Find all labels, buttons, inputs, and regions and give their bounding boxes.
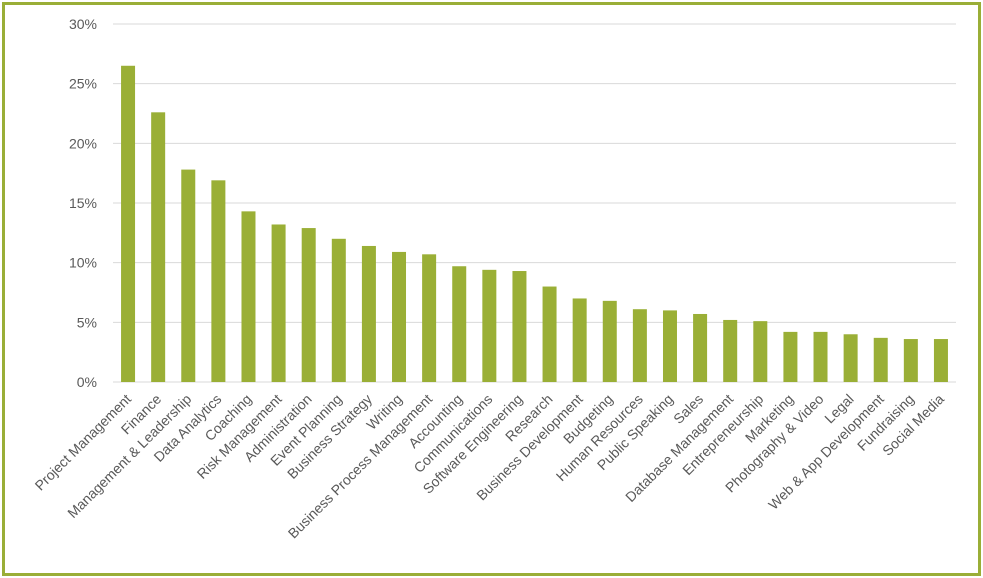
bar <box>392 251 407 382</box>
y-tick-label: 20% <box>69 135 97 151</box>
bar <box>482 269 497 382</box>
bar <box>121 65 136 383</box>
bar <box>813 331 828 382</box>
bar <box>693 313 708 382</box>
bar <box>662 310 677 382</box>
bar <box>361 245 376 382</box>
bar <box>422 254 437 382</box>
bar <box>542 286 557 382</box>
bar <box>783 331 798 382</box>
bar <box>632 309 647 382</box>
bar <box>301 228 316 382</box>
y-tick-label: 10% <box>69 255 97 271</box>
y-tick-label: 5% <box>77 314 97 330</box>
bar <box>723 319 738 382</box>
y-tick-label: 25% <box>69 76 97 92</box>
bar <box>753 321 768 382</box>
bar <box>452 266 467 382</box>
bars <box>121 65 948 383</box>
bar <box>181 169 196 382</box>
gridlines <box>113 23 956 383</box>
bar <box>512 271 527 382</box>
bar <box>331 238 346 382</box>
bar <box>903 339 918 382</box>
bar <box>933 339 948 382</box>
y-tick-label: 0% <box>77 374 97 390</box>
bar <box>602 300 617 382</box>
bar <box>211 180 226 382</box>
bar <box>572 298 587 382</box>
bar <box>151 112 166 382</box>
bar <box>873 337 888 382</box>
x-category-label: Management & Leadership <box>64 391 194 521</box>
y-tick-label: 15% <box>69 195 97 211</box>
y-tick-label: 30% <box>69 16 97 32</box>
y-axis-tick-labels: 0% 5% 10% 15% 20% 25% 30% <box>69 16 97 390</box>
x-category-label: Project Management <box>32 391 135 494</box>
bar <box>843 334 858 382</box>
bar <box>241 211 256 382</box>
bar <box>271 224 286 382</box>
